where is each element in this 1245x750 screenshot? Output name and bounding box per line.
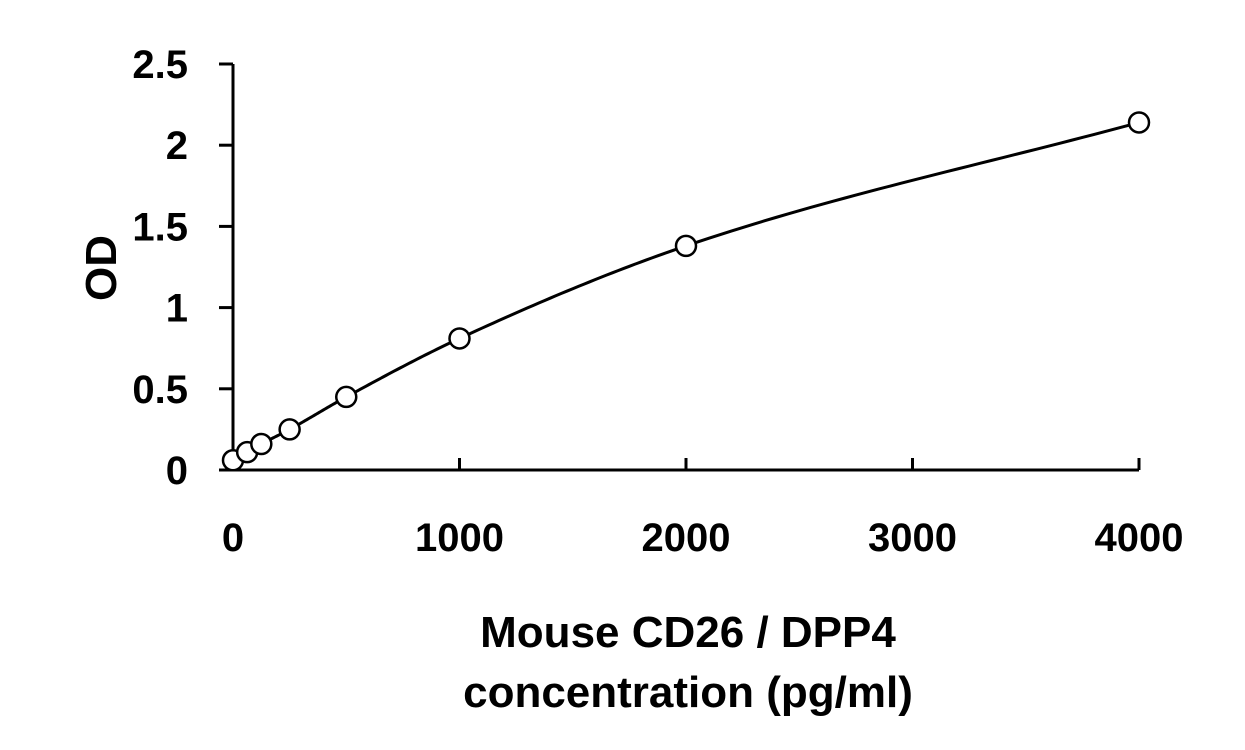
x-tick-label: 4000	[1095, 516, 1184, 560]
y-tick-label: 2	[166, 124, 188, 168]
x-axis-title-line-2: concentration (pg/ml)	[463, 668, 913, 717]
x-tick-label: 1000	[415, 516, 504, 560]
y-tick-label: 1	[166, 287, 188, 331]
data-point	[335, 385, 358, 409]
data-point	[448, 327, 471, 350]
data-point	[250, 432, 273, 456]
y-tick-label: 2.5	[132, 43, 188, 87]
x-tick-label: 2000	[642, 516, 731, 560]
fit-curve	[232, 121, 1140, 462]
data-point	[1127, 111, 1151, 134]
data-point	[674, 234, 698, 258]
x-axis: 0 1000 2000 3000 4000	[222, 458, 1184, 560]
x-tick-label: 3000	[868, 516, 957, 560]
data-point	[278, 418, 301, 441]
y-axis: 0 0.5 1 1.5 2 2.5	[132, 43, 235, 493]
y-tick-label: 0	[166, 449, 188, 493]
plot-area	[221, 111, 1151, 472]
y-axis-title: OD	[77, 235, 126, 301]
x-tick-label: 0	[222, 516, 244, 560]
x-axis-title-line-1: Mouse CD26 / DPP4	[480, 608, 896, 657]
y-tick-label: 1.5	[132, 205, 188, 249]
y-tick-label: 0.5	[132, 368, 188, 412]
